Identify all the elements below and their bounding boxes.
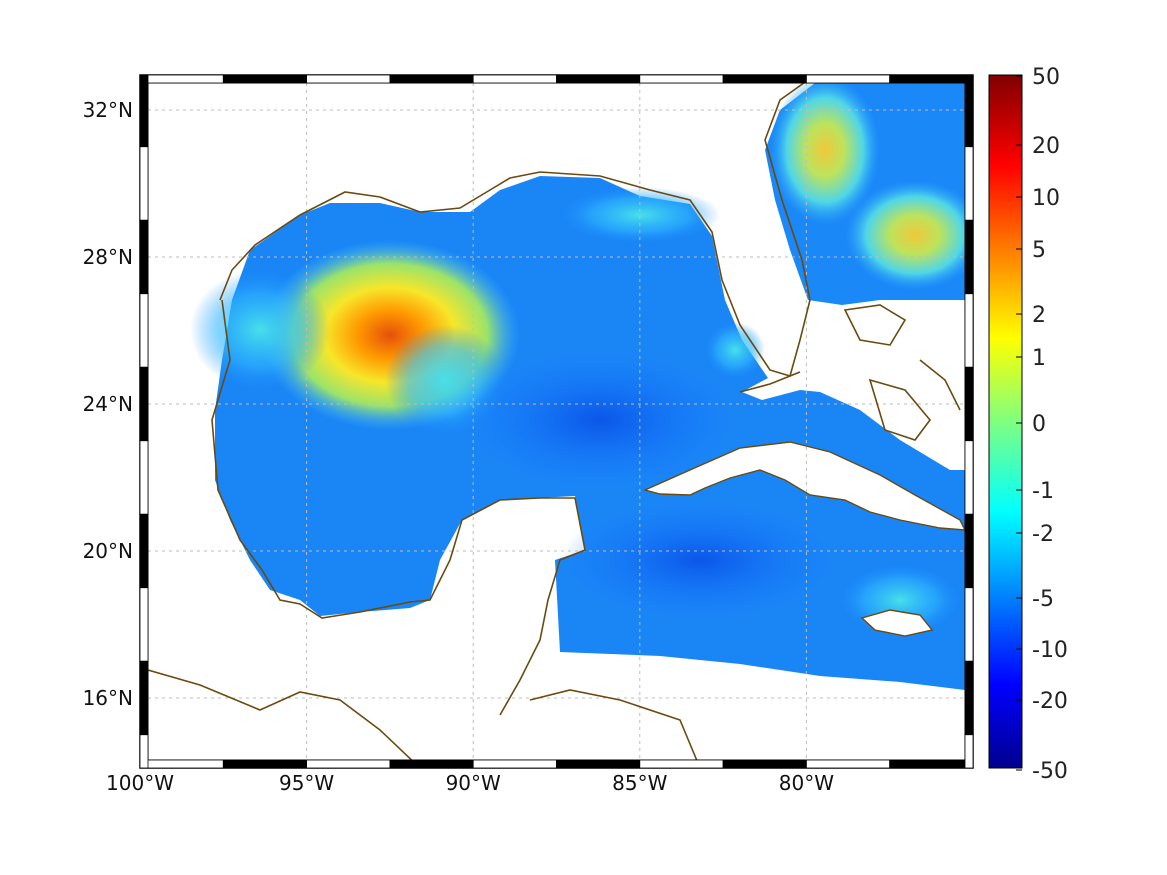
x-tick-label: 100°W: [106, 771, 174, 795]
frame-segment: [139, 513, 149, 589]
frame-segment: [964, 734, 974, 769]
frame-segment: [139, 74, 224, 84]
y-tick-label: 28°N: [83, 245, 133, 269]
frame-segment: [222, 74, 308, 84]
cyan-anomaly: [190, 270, 330, 390]
colorbar-tick-label: 50: [1032, 65, 1060, 90]
frame-checker-border: [139, 74, 974, 769]
frame-segment: [556, 759, 641, 769]
coastline: [148, 83, 961, 760]
deep-anomaly: [460, 350, 740, 490]
frame-segment: [389, 759, 474, 769]
colorbar-tick-label: 20: [1032, 134, 1060, 159]
colorbar-tick-label: -2: [1032, 522, 1054, 547]
frame-segment: [139, 74, 149, 148]
frame-segment: [964, 74, 974, 148]
colorbar-tick-label: -5: [1032, 587, 1054, 612]
frame-segment: [139, 146, 149, 221]
frame-segment: [139, 759, 224, 769]
frame-segment: [964, 146, 974, 221]
frame-segment: [889, 759, 974, 769]
x-axis-labels: 100°W 95°W 90°W 85°W 80°W: [106, 771, 834, 795]
frame-segment: [556, 74, 641, 84]
frame-segment: [964, 293, 974, 368]
frame-segment: [139, 440, 149, 515]
frame-segment: [964, 587, 974, 662]
colorbar-tick-label: 2: [1032, 303, 1046, 328]
y-tick-label: 24°N: [83, 392, 133, 416]
frame-segment: [222, 759, 308, 769]
ocean-field: [190, 83, 965, 690]
frame-segment: [139, 293, 149, 368]
bahamas: [843, 304, 961, 441]
colorbar-tick-label: -20: [1032, 689, 1068, 714]
frame-segment: [722, 759, 807, 769]
y-tick-label: 16°N: [83, 686, 133, 710]
frame-segment: [722, 74, 807, 84]
frame-segment: [806, 759, 891, 769]
frame-segment: [139, 219, 149, 295]
honduras-coastline: [529, 689, 698, 760]
colorbar-tick-label: -10: [1032, 638, 1068, 663]
gulf-coastline: [219, 83, 811, 378]
cuba-land: [642, 441, 965, 531]
y-tick-label: 32°N: [83, 98, 133, 122]
frame-segment: [964, 513, 974, 589]
colorbar-tick-label: 10: [1032, 186, 1060, 211]
frame-segment: [964, 440, 974, 515]
x-tick-label: 85°W: [612, 771, 667, 795]
frame-segment: [964, 660, 974, 736]
colorbar-tick-label: -50: [1032, 759, 1068, 784]
frame-segment: [806, 74, 891, 84]
cyan-anomaly: [560, 187, 720, 243]
colorbar: [988, 74, 1023, 769]
frame-segment: [389, 74, 474, 84]
colorbar-tick-label: 1: [1032, 346, 1046, 371]
graticule-grid: [148, 83, 965, 760]
mexico-coastline: [211, 299, 586, 716]
x-tick-label: 80°W: [779, 771, 834, 795]
y-tick-label: 20°N: [83, 539, 133, 563]
frame-segment: [964, 366, 974, 442]
frame-segment: [139, 734, 149, 769]
colorbar-tick-label: 5: [1032, 238, 1046, 263]
frame-segment: [639, 759, 724, 769]
warm-anomaly-east: [845, 180, 965, 290]
frame-segment: [139, 660, 149, 736]
deep-anomaly: [560, 500, 840, 620]
cyan-anomaly: [705, 322, 765, 378]
frame-segment: [472, 74, 557, 84]
frame-segment: [139, 587, 149, 662]
warm-anomaly-east: [770, 83, 880, 225]
colorbar-tick-label: 0: [1032, 412, 1046, 437]
frame-segment: [306, 759, 391, 769]
frame-segment: [472, 759, 557, 769]
frame-segment: [964, 219, 974, 295]
frame-segment: [639, 74, 724, 84]
frame-segment: [889, 74, 974, 84]
frame-segment: [306, 74, 391, 84]
central-america-coastline: [148, 669, 413, 760]
frame-segment: [139, 366, 149, 442]
florida-keys: [739, 371, 801, 393]
x-tick-label: 95°W: [279, 771, 334, 795]
y-axis-labels: 32°N 28°N 24°N 20°N 16°N: [83, 98, 133, 710]
x-tick-label: 90°W: [446, 771, 501, 795]
colorbar-tick-label: -1: [1032, 479, 1054, 504]
jamaica-land: [860, 609, 934, 637]
